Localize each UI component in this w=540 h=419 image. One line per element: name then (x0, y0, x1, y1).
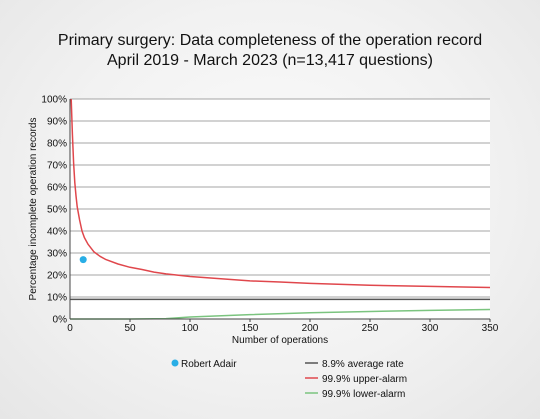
x-tick-label: 100 (182, 323, 199, 334)
x-tick-label: 0 (67, 323, 73, 334)
x-tick-label: 50 (124, 323, 136, 334)
legend-label-robert-adair: Robert Adair (181, 359, 237, 370)
y-tick-label: 40% (47, 227, 67, 238)
series-line-99-9-upper-alarm (70, 98, 491, 289)
y-tick-label: 80% (47, 139, 67, 150)
x-axis-label: Number of operations (232, 335, 328, 346)
y-tick-label: 60% (47, 183, 67, 194)
x-tick-label: 200 (302, 323, 319, 334)
gridlines (70, 98, 490, 298)
y-axis-label: Percentage incomplete operation records (28, 118, 39, 301)
legend: Robert Adair 8.9% average rate 99.9% upp… (171, 359, 407, 400)
y-tick-label: 30% (47, 249, 67, 260)
legend-item-upper-alarm: 99.9% upper-alarm (305, 374, 407, 385)
chart-title: Primary surgery: Data completeness of th… (58, 32, 482, 49)
y-tick-label: 90% (47, 117, 67, 128)
x-tick-label: 300 (422, 323, 439, 334)
y-tick-label: 20% (47, 271, 67, 282)
data-point-robert-adair (79, 256, 87, 264)
legend-label-lower-alarm: 99.9% lower-alarm (322, 389, 405, 400)
x-tick-label: 150 (242, 323, 259, 334)
x-tick-label: 250 (362, 323, 379, 334)
legend-marker-robert-adair (171, 359, 179, 367)
legend-item-robert-adair: Robert Adair (171, 359, 237, 370)
y-tick-label: 0% (53, 315, 68, 326)
legend-item-average-rate: 8.9% average rate (305, 359, 404, 370)
legend-item-lower-alarm: 99.9% lower-alarm (305, 389, 405, 400)
y-tick-label: 10% (47, 293, 67, 304)
legend-label-average-rate: 8.9% average rate (322, 359, 404, 370)
y-tick-label: 100% (41, 95, 67, 106)
x-tick-label: 350 (482, 323, 499, 334)
y-tick-label: 70% (47, 161, 67, 172)
tick-labels: 0% 10% 20% 30% 40% 50% 60% 70% 80% 90% 100% 0 50 100 1… (41, 95, 498, 335)
legend-label-upper-alarm: 99.9% upper-alarm (322, 374, 407, 385)
chart-subtitle: April 2019 - March 2023 (n=13,417 questi… (107, 52, 433, 69)
series-layer (70, 98, 491, 320)
axes (69, 99, 490, 320)
y-tick-label: 50% (47, 205, 67, 216)
